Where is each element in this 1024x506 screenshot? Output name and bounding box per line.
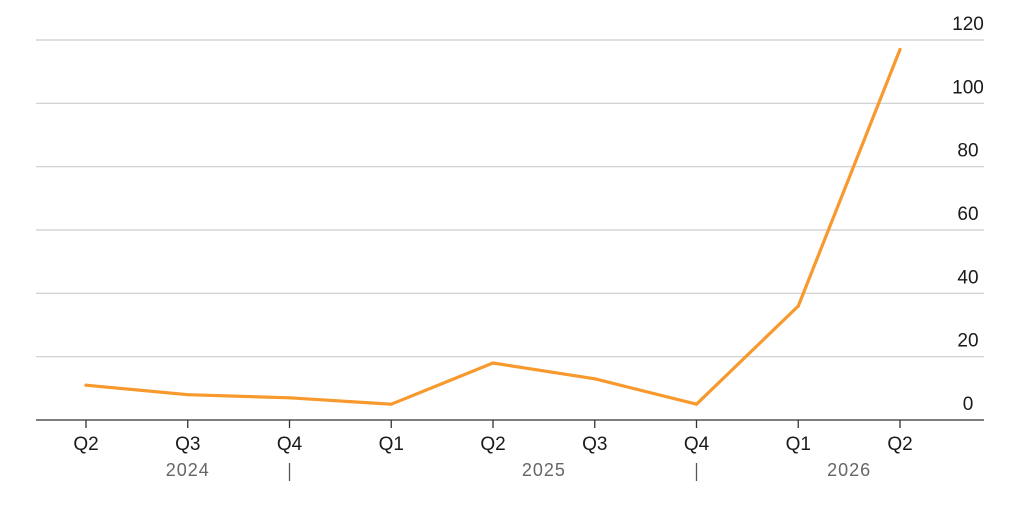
x-tick-label: Q1 <box>379 434 404 455</box>
x-tick-label: Q1 <box>786 434 811 455</box>
data-point <box>491 361 495 365</box>
x-tick-label: Q2 <box>480 434 505 455</box>
year-labels: 2024 2025 2026 <box>166 460 871 481</box>
y-tick-label: 60 <box>957 204 978 225</box>
data-point <box>796 304 800 308</box>
data-point <box>84 383 88 387</box>
y-tick-label: 80 <box>957 141 978 162</box>
data-point <box>593 377 597 381</box>
data-point <box>287 396 292 400</box>
data-point <box>898 47 902 52</box>
x-tick-label: Q2 <box>887 434 912 455</box>
y-axis-ticks: 0 20 40 60 80 100 120 <box>952 14 984 415</box>
year-label-2025: 2025 <box>522 460 566 480</box>
data-point <box>186 393 190 397</box>
year-label-2024: 2024 <box>166 460 210 480</box>
x-tick-label: Q2 <box>73 434 98 455</box>
year-label-2026: 2026 <box>827 460 871 480</box>
x-tick-label: Q3 <box>175 434 200 455</box>
x-tick-label: Q3 <box>582 434 607 455</box>
series-layer <box>84 47 902 406</box>
y-tick-label: 40 <box>957 267 978 288</box>
data-point <box>694 402 699 406</box>
y-tick-label: 120 <box>952 14 984 35</box>
y-tick-label: 100 <box>952 77 984 98</box>
y-tick-label: 20 <box>957 331 978 352</box>
x-tick-label: Q4 <box>684 434 710 455</box>
x-axis-ticks: Q2 Q3 Q4 Q1 Q2 Q3 Q4 Q1 Q2 <box>73 420 913 455</box>
series-line-0 <box>84 47 902 406</box>
data-point <box>389 402 393 406</box>
grid-lines <box>36 39 984 358</box>
y-tick-label: 0 <box>963 394 974 415</box>
x-tick-label: Q4 <box>277 434 303 455</box>
